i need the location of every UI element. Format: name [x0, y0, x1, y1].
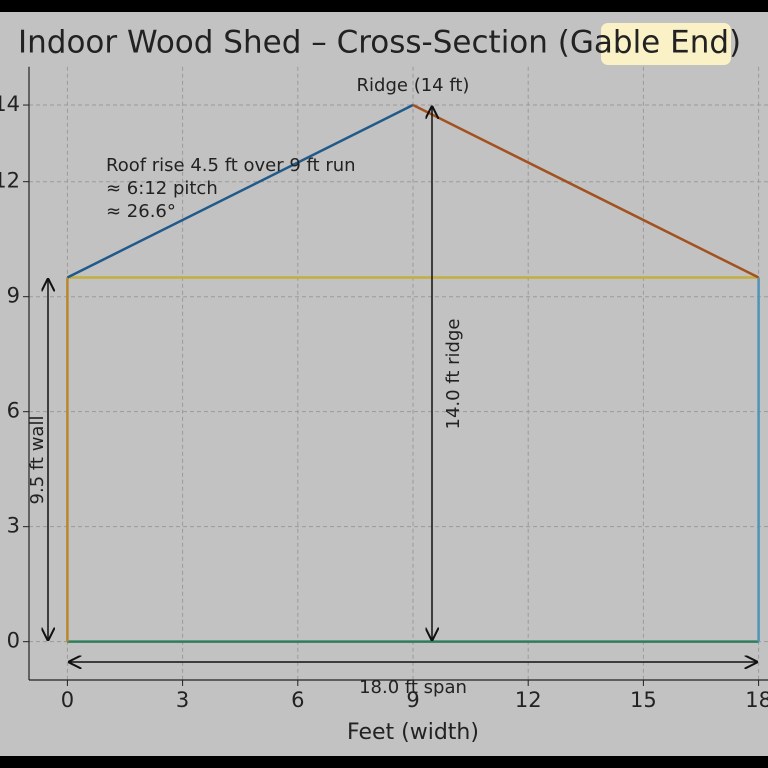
line — [412, 103, 760, 279]
y-tick-label: 12 — [0, 169, 20, 193]
background — [0, 12, 768, 756]
y-tick-label: 14 — [0, 92, 20, 116]
x-axis-label: Feet (width) — [347, 720, 479, 745]
highlight — [601, 23, 731, 65]
x-tick-label: 18 — [745, 688, 768, 712]
annotation: 18.0 ft span — [359, 677, 467, 698]
x-tick-label: 3 — [176, 688, 189, 712]
y-tick-label: 3 — [7, 514, 20, 538]
x-tick-label: 6 — [291, 688, 304, 712]
annotation: Ridge (14 ft) — [357, 75, 470, 96]
chart-title: Indoor Wood Shed – Cross-Section (Gable … — [18, 25, 741, 61]
annotation: ≈ 26.6° — [106, 201, 176, 222]
annotation: ≈ 6:12 pitch — [106, 178, 218, 199]
line — [66, 103, 414, 279]
annotation: Roof rise 4.5 ft over 9 ft run — [106, 155, 356, 176]
annotation: 9.5 ft wall — [27, 416, 48, 505]
x-tick-label: 15 — [630, 688, 657, 712]
y-tick-label: 6 — [7, 399, 20, 423]
y-tick-label: 0 — [7, 629, 20, 653]
annotation: 14.0 ft ridge — [443, 319, 464, 430]
x-tick-label: 9 — [406, 688, 419, 712]
x-tick-label: 0 — [61, 688, 74, 712]
x-tick-label: 12 — [515, 688, 542, 712]
y-tick-label: 9 — [7, 284, 20, 308]
